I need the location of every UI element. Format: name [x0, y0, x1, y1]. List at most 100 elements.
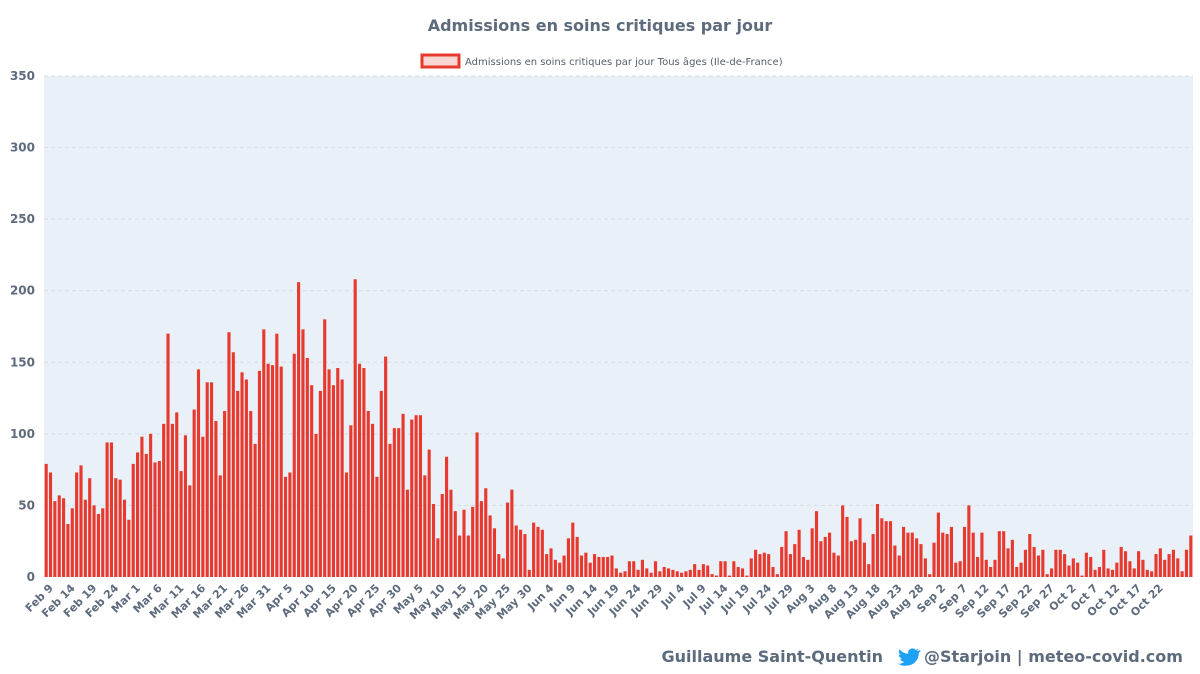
bar[interactable] [75, 472, 79, 577]
bar[interactable] [475, 432, 479, 577]
bar[interactable] [423, 475, 427, 577]
bar[interactable] [1058, 549, 1062, 577]
bar[interactable] [297, 282, 301, 577]
bar[interactable] [140, 436, 144, 577]
bar[interactable] [1128, 561, 1132, 577]
bar[interactable] [967, 505, 971, 577]
bar[interactable] [862, 542, 866, 577]
bar[interactable] [906, 532, 910, 577]
bar[interactable] [532, 522, 536, 577]
bar[interactable] [893, 545, 897, 577]
bar[interactable] [497, 554, 501, 577]
bar[interactable] [810, 528, 814, 577]
bar[interactable] [1054, 549, 1058, 577]
bar[interactable] [706, 565, 710, 577]
bar[interactable] [266, 363, 270, 577]
bar[interactable] [210, 382, 214, 577]
bar[interactable] [362, 368, 366, 577]
bar[interactable] [653, 561, 658, 577]
bar[interactable] [270, 365, 275, 577]
bar[interactable] [118, 479, 122, 577]
bar[interactable] [1154, 554, 1158, 577]
bar[interactable] [1167, 554, 1171, 577]
bar[interactable] [175, 412, 179, 577]
bar[interactable] [1171, 549, 1175, 577]
bar[interactable] [431, 504, 436, 577]
bar[interactable] [292, 353, 296, 577]
bar[interactable] [575, 536, 579, 577]
bar[interactable] [727, 575, 732, 577]
bar[interactable] [527, 569, 531, 577]
bar[interactable] [784, 531, 788, 577]
bar[interactable] [549, 548, 553, 577]
bar[interactable] [1097, 566, 1101, 577]
bar[interactable] [1019, 562, 1023, 577]
bar[interactable] [192, 409, 196, 577]
bar[interactable] [584, 552, 588, 577]
bar[interactable] [745, 575, 749, 577]
bar[interactable] [371, 423, 375, 577]
bar[interactable] [275, 333, 279, 577]
bar[interactable] [945, 534, 949, 577]
bar[interactable] [201, 436, 205, 577]
bar[interactable] [1071, 558, 1075, 577]
bar[interactable] [283, 476, 288, 577]
bar[interactable] [949, 526, 954, 577]
bar[interactable] [379, 390, 383, 577]
bar[interactable] [153, 462, 157, 577]
bar[interactable] [936, 512, 940, 577]
bar[interactable] [170, 423, 174, 577]
bar[interactable] [1184, 549, 1189, 577]
bar[interactable] [1158, 548, 1162, 577]
bar[interactable] [1036, 555, 1041, 577]
bar[interactable] [48, 472, 53, 577]
bar[interactable] [1023, 549, 1027, 577]
bar[interactable] [440, 493, 444, 577]
bar[interactable] [218, 475, 222, 577]
bar[interactable] [875, 504, 880, 577]
bar[interactable] [96, 514, 100, 577]
bar[interactable] [149, 433, 153, 577]
bar[interactable] [976, 556, 980, 577]
bar[interactable] [327, 369, 331, 577]
bar[interactable] [505, 502, 510, 577]
bar[interactable] [410, 419, 414, 577]
bar[interactable] [1063, 554, 1067, 577]
bar[interactable] [262, 329, 266, 577]
bar[interactable] [462, 509, 466, 577]
bar[interactable] [392, 428, 396, 577]
bar[interactable] [954, 562, 958, 577]
bar[interactable] [749, 558, 753, 577]
bar[interactable] [910, 532, 914, 577]
bar[interactable] [1119, 546, 1123, 577]
bar[interactable] [819, 541, 823, 577]
bar[interactable] [793, 544, 797, 577]
bar[interactable] [1045, 574, 1049, 577]
bar[interactable] [841, 505, 845, 577]
bar[interactable] [714, 575, 718, 577]
bar[interactable] [780, 546, 784, 577]
bar[interactable] [205, 382, 209, 577]
bar[interactable] [593, 554, 597, 577]
bar[interactable] [566, 538, 571, 577]
bar[interactable] [688, 569, 692, 577]
bar[interactable] [344, 472, 349, 577]
bar[interactable] [558, 562, 562, 577]
bar[interactable] [971, 532, 975, 577]
bar[interactable] [244, 379, 248, 577]
bar[interactable] [579, 555, 584, 577]
bar[interactable] [962, 526, 967, 577]
bar[interactable] [310, 385, 314, 577]
bar[interactable] [1010, 539, 1014, 577]
bar[interactable] [915, 538, 919, 577]
bar[interactable] [136, 452, 140, 577]
bar[interactable] [701, 564, 705, 577]
bar[interactable] [867, 564, 871, 577]
bar[interactable] [797, 529, 801, 577]
bar[interactable] [993, 559, 997, 577]
bar[interactable] [671, 569, 675, 577]
bar[interactable] [288, 472, 292, 577]
bar[interactable] [53, 501, 57, 577]
bar[interactable] [623, 571, 627, 577]
bar[interactable] [484, 488, 488, 577]
